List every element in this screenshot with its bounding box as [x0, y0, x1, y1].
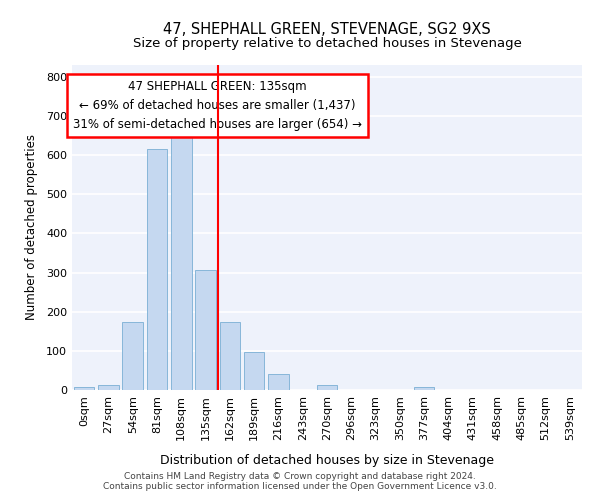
X-axis label: Distribution of detached houses by size in Stevenage: Distribution of detached houses by size … — [160, 454, 494, 467]
Bar — [317, 385, 337, 390]
Y-axis label: Number of detached properties: Number of detached properties — [25, 134, 38, 320]
Bar — [414, 388, 434, 390]
Bar — [220, 322, 240, 390]
Text: 47 SHEPHALL GREEN: 135sqm
← 69% of detached houses are smaller (1,437)
31% of se: 47 SHEPHALL GREEN: 135sqm ← 69% of detac… — [73, 80, 362, 130]
Bar — [146, 149, 167, 390]
Bar — [244, 352, 265, 390]
Text: Contains HM Land Registry data © Crown copyright and database right 2024.: Contains HM Land Registry data © Crown c… — [124, 472, 476, 481]
Bar — [171, 134, 191, 390]
Bar — [268, 374, 289, 390]
Bar — [74, 387, 94, 390]
Text: Size of property relative to detached houses in Stevenage: Size of property relative to detached ho… — [133, 38, 521, 51]
Bar — [195, 270, 216, 390]
Text: Contains public sector information licensed under the Open Government Licence v3: Contains public sector information licen… — [103, 482, 497, 491]
Bar — [122, 322, 143, 390]
Bar — [98, 385, 119, 390]
Text: 47, SHEPHALL GREEN, STEVENAGE, SG2 9XS: 47, SHEPHALL GREEN, STEVENAGE, SG2 9XS — [163, 22, 491, 38]
